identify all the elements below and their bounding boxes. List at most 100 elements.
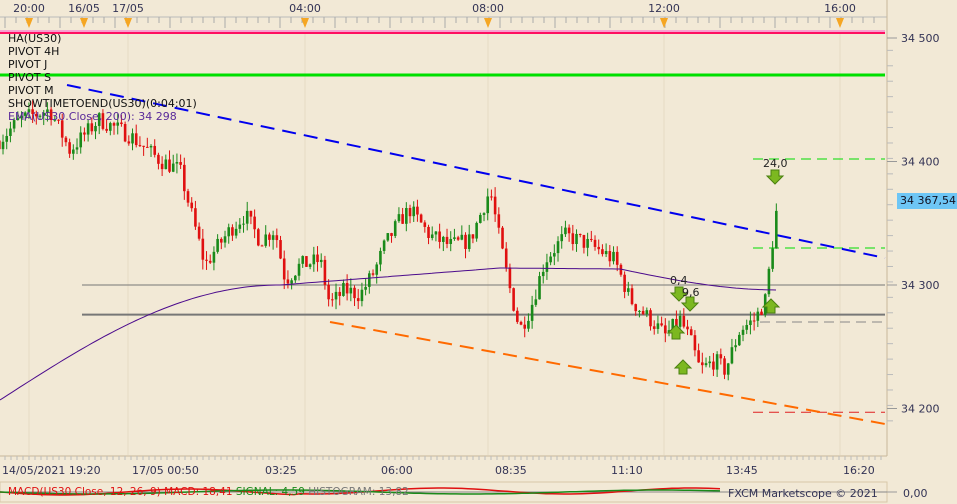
- macd-zero-label: 0,00: [903, 487, 928, 500]
- candle-body: [453, 237, 456, 239]
- time-marker-icon: [124, 18, 132, 28]
- candle-body: [264, 234, 268, 246]
- candle-body: [523, 324, 527, 329]
- candle-body: [305, 256, 308, 267]
- candle-body: [423, 222, 427, 227]
- candle-body: [393, 221, 397, 236]
- candle-body: [771, 248, 774, 269]
- candle-body: [201, 238, 205, 260]
- legend-pivot-m[interactable]: PIVOT M: [8, 84, 54, 97]
- legend-pivot-s[interactable]: PIVOT S: [8, 71, 52, 84]
- candle-body: [72, 149, 75, 154]
- price-axis-label: 34 500: [901, 32, 940, 45]
- buy-arrow-icon: [673, 359, 693, 375]
- candle-body: [460, 234, 464, 240]
- watermark: FXCM Marketscope © 2021: [728, 487, 878, 500]
- legend-pivot-j[interactable]: PIVOT J: [8, 58, 48, 71]
- bottom-axis-label: 14/05/2021 19:20: [2, 464, 101, 477]
- candle-body: [123, 124, 127, 142]
- candle-body: [479, 214, 482, 223]
- candle-body: [656, 323, 660, 329]
- candle-body: [131, 133, 134, 144]
- candle-body: [175, 162, 179, 164]
- candle-body: [101, 113, 105, 129]
- candle-body: [227, 227, 231, 237]
- candle-body: [349, 287, 353, 294]
- candle-body: [38, 115, 42, 117]
- candle-body: [719, 354, 723, 359]
- candle-body: [467, 234, 471, 249]
- candle-body: [493, 196, 497, 215]
- upper-trendline: [66, 84, 886, 259]
- candle-body: [530, 304, 534, 321]
- candle-body: [194, 208, 197, 227]
- candle-body: [316, 254, 319, 263]
- candle-body: [234, 228, 238, 236]
- candle-body: [127, 141, 131, 144]
- candle-body: [208, 260, 212, 263]
- legend-showtimetoend[interactable]: SHOWTIMETOEND(US30)(0:04:01): [8, 97, 197, 110]
- ha-band: [0, 30, 885, 34]
- legend-ha[interactable]: HA(US30): [8, 32, 62, 45]
- candle-body: [342, 282, 345, 296]
- candle-body: [671, 318, 675, 331]
- candle-body: [738, 334, 741, 346]
- candle-body: [401, 214, 404, 224]
- bottom-axis-label: 17/05 00:50: [132, 464, 199, 477]
- legend-pivot-4h[interactable]: PIVOT 4H: [8, 45, 60, 58]
- candle-body: [1, 141, 5, 150]
- candle-body: [90, 123, 94, 132]
- candle-body: [290, 280, 293, 284]
- candle-body: [223, 236, 227, 243]
- candle-body: [379, 250, 382, 265]
- candle-body: [627, 288, 630, 292]
- signal-line: [0, 489, 721, 495]
- candle-body: [767, 268, 771, 295]
- candle-body: [567, 227, 571, 234]
- candle-body: [593, 239, 597, 247]
- candle-body: [23, 112, 27, 116]
- candle-body: [623, 274, 626, 292]
- bottom-axis-label: 03:25: [265, 464, 297, 477]
- candle-body: [334, 291, 338, 300]
- candle-body: [268, 234, 271, 240]
- candle-body: [741, 329, 745, 335]
- candle-body: [183, 164, 186, 192]
- candle-body: [534, 299, 538, 305]
- candle-body: [416, 206, 419, 215]
- candle-body: [390, 233, 393, 236]
- candle-body: [582, 235, 586, 248]
- bottom-axis-label: 13:45: [726, 464, 758, 477]
- candle-body: [693, 335, 697, 351]
- macd-legend[interactable]: MACD(US30.Close, 12, 26, 9) MACD: 18,41 …: [8, 486, 409, 498]
- candle-body: [438, 231, 441, 242]
- candle-body: [371, 273, 375, 275]
- candle-body: [186, 191, 190, 203]
- candle-body: [412, 206, 416, 217]
- candle-body: [120, 122, 123, 125]
- candle-body: [179, 162, 182, 165]
- candle-body: [649, 310, 652, 327]
- candle-body: [516, 310, 519, 322]
- candle-body: [578, 233, 582, 236]
- time-marker-icon: [484, 18, 492, 28]
- candle-body: [331, 299, 334, 301]
- candle-body: [375, 264, 379, 275]
- candle-body: [197, 226, 201, 239]
- candle-body: [652, 326, 656, 329]
- legend-ema[interactable]: EMA(US30.Close, 200): 34 298: [8, 110, 177, 123]
- candle-body: [386, 233, 390, 241]
- candle-body: [68, 142, 71, 154]
- time-marker-icon: [660, 18, 668, 28]
- top-axis-label: 12:00: [648, 2, 680, 15]
- candle-body: [427, 226, 430, 238]
- candle-body: [641, 310, 645, 315]
- candle-body: [75, 147, 79, 150]
- candle-body: [430, 234, 434, 238]
- bottom-axis-label: 11:10: [611, 464, 643, 477]
- candle-body: [260, 245, 264, 247]
- candle-body: [57, 119, 60, 121]
- candle-body: [53, 119, 57, 121]
